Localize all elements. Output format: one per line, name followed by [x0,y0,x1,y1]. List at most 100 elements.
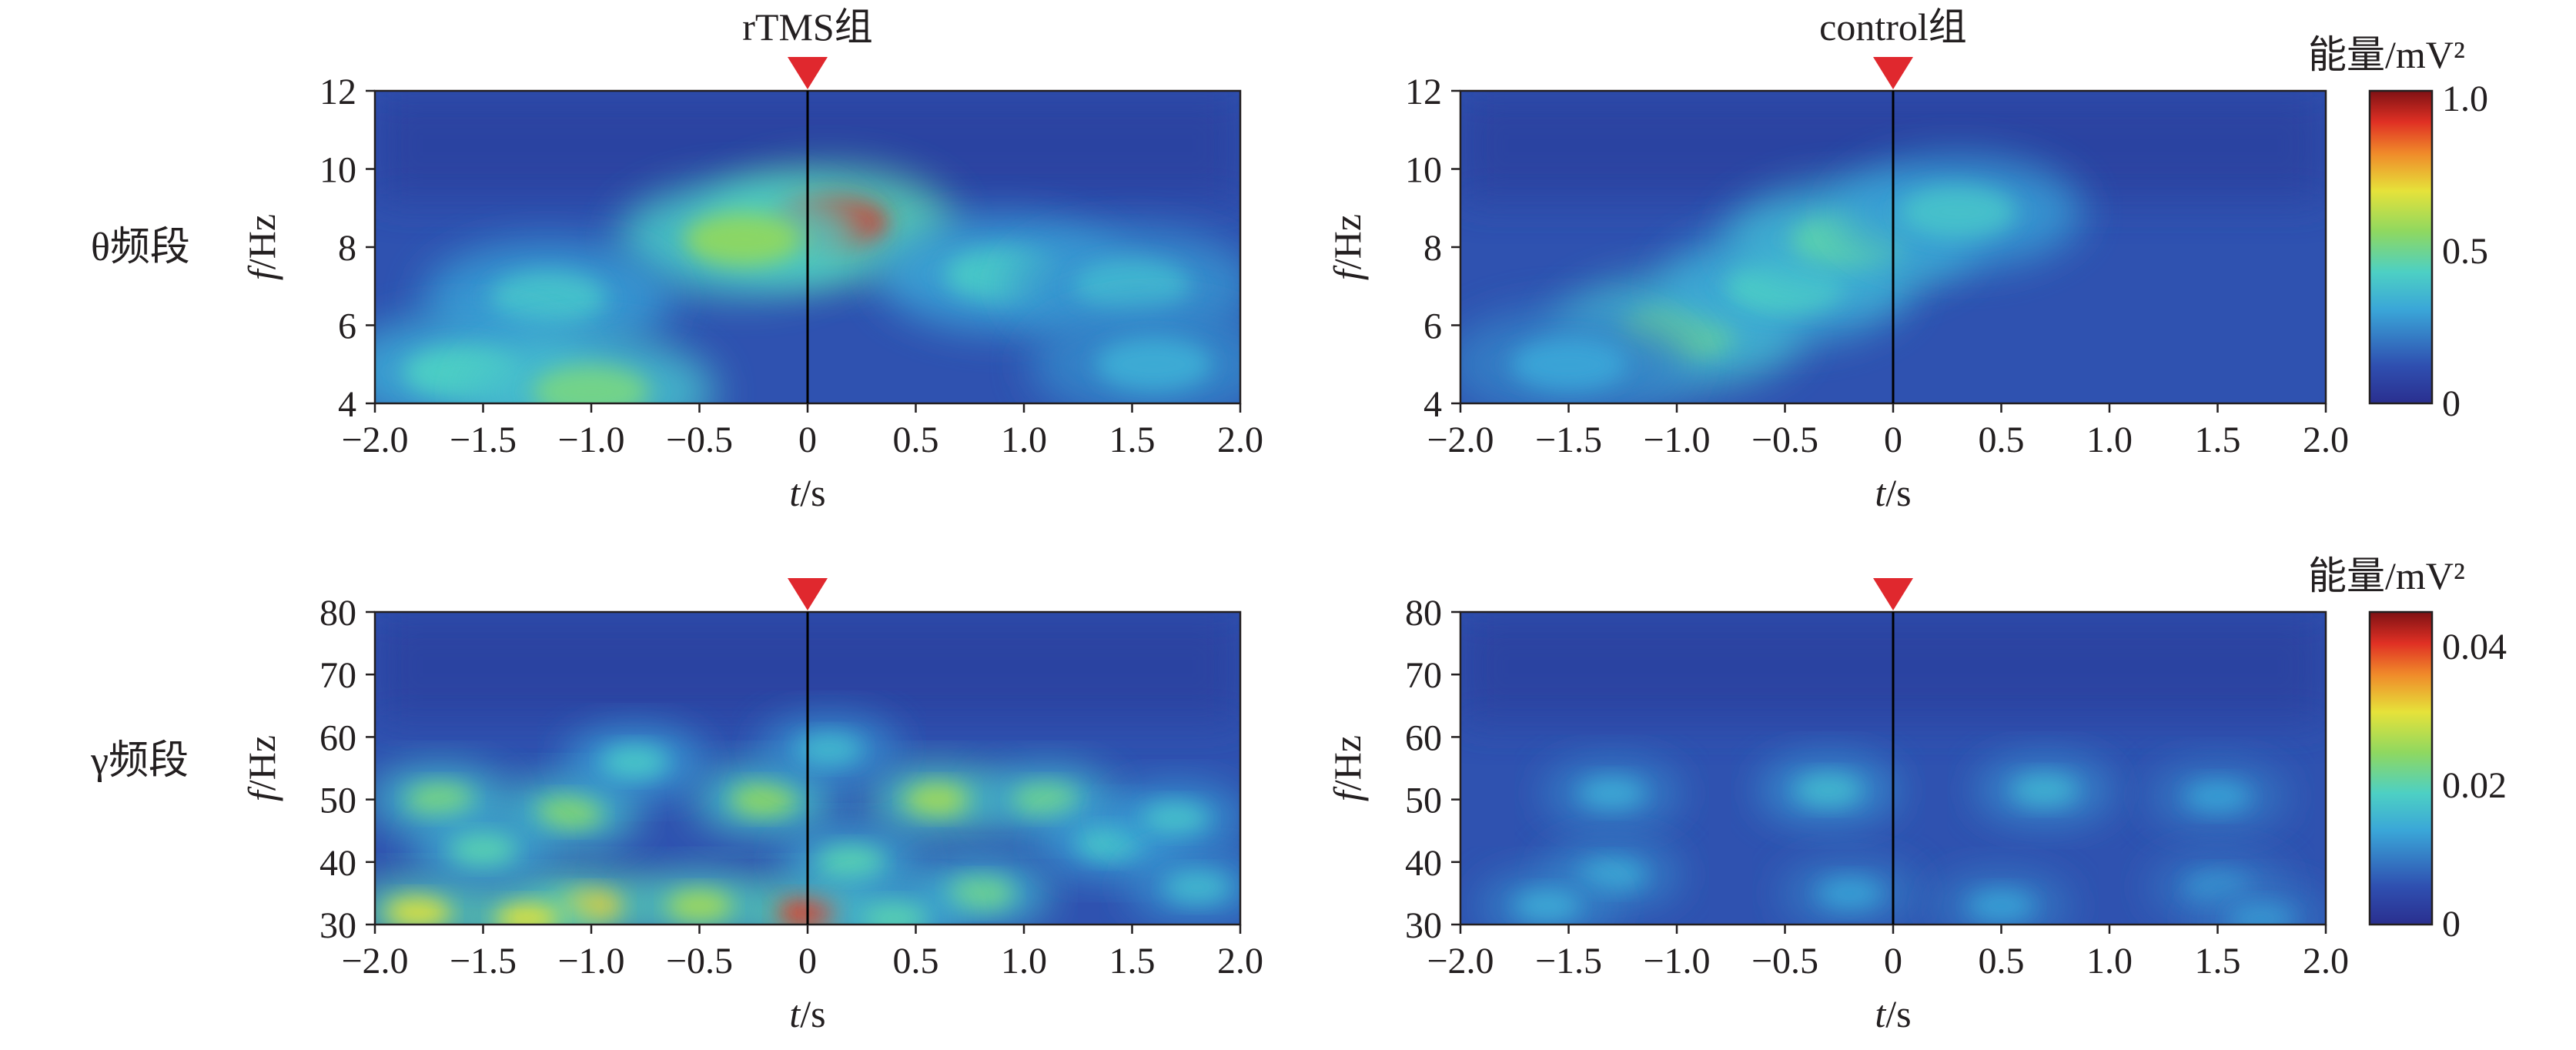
colorbar-tick-gamma-2: 0.04 [2442,627,2507,667]
colorbar-gamma: 能量/mV² 0 0.02 0.04 [2308,554,2507,945]
heatmap-rtms-gamma: −2.0 −1.5 −1.0 −0.5 0 0.5 1.0 1.5 2.0 30 40 50 60 70 8… [240,578,1263,1035]
x-tick-label: 0.5 [1979,420,2025,460]
heatmap-hotspot [1142,803,1208,834]
heatmap-hotspot [407,784,473,815]
heatmap-hotspot [905,784,970,815]
y-tick-label: 80 [1405,593,1442,634]
x-tick-label: −0.5 [666,420,733,460]
y-tick-label: 40 [319,843,356,884]
x-tick-label: 1.5 [2195,420,2241,460]
heatmap-hotspot [1969,890,2034,921]
x-tick-label: −1.0 [1643,420,1710,460]
y-tick-label: 40 [1405,843,1442,884]
heatmap-field [375,91,1240,403]
heatmap-hotspot [386,896,451,925]
x-tick-label: 1.0 [1001,420,1047,460]
x-tick-label: 2.0 [2303,420,2349,460]
heatmap-hotspot [818,846,884,878]
y-tick-label: 50 [319,781,356,821]
colorbar-tick-gamma-1: 0.02 [2442,765,2507,806]
row-label-gamma: γ频段 [90,739,189,783]
heatmap-hotspot [1899,186,2017,239]
y-tick-label: 10 [319,150,356,191]
colorbar-gradient-gamma [2368,610,2434,926]
y-tick-label: 50 [1405,781,1442,821]
panel-title-control: control组 [1819,5,1967,48]
colorbar-gradient-theta [2368,89,2434,405]
x-axis-label: t/s [1875,471,1911,514]
heatmap-hotspot [2228,902,2293,925]
heatmap-hotspot [1012,784,1079,815]
heatmap-hotspot [602,746,667,777]
x-tick-label: 2.0 [2303,941,2349,981]
heatmap-hotspot [1095,338,1213,391]
y-tick-label: 80 [319,593,356,634]
x-tick-label: −2.0 [341,941,408,981]
x-tick-label: 0.5 [1979,941,2025,981]
y-tick-label: 8 [1423,228,1442,269]
x-tick-label: 0 [798,941,817,981]
heatmap-hotspot [1514,890,1580,921]
heatmap-hotspot [489,271,607,325]
y-tick-label: 60 [1405,717,1442,758]
heatmap-hotspot [1073,259,1191,313]
x-axis-label: t/s [1875,992,1911,1035]
heatmap-field [375,612,1240,925]
heatmap-hotspot [1795,774,1861,806]
colorbar-label-theta: 能量/mV² [2308,33,2465,76]
x-tick-label: −0.5 [1751,420,1818,460]
heatmap-control-gamma: −2.0 −1.5 −1.0 −0.5 0 0.5 1.0 1.5 2.0 30 40 50 60 70 8… [1326,578,2349,1035]
y-axis-label: f/Hz [240,735,283,801]
y-tick-label: 4 [338,384,356,425]
heatmap-hotspot [796,734,862,765]
heatmap-hotspot [533,365,650,403]
heatmap-hotspot [1164,871,1229,903]
x-tick-label: 0 [1884,420,1902,460]
x-tick-label: 2.0 [1217,941,1263,981]
x-tick-label: 1.5 [1109,420,1156,460]
heatmap-hotspot [684,212,801,266]
x-tick-label: −1.5 [1535,420,1602,460]
heatmap-hotspot [2185,781,2250,812]
x-tick-label: 1.5 [2195,941,2241,981]
colorbar-theta: 能量/mV² 0 0.5 1.0 [2308,33,2488,424]
x-tick-label: −1.5 [1535,941,1602,981]
stimulus-marker [1873,578,1913,610]
stimulus-marker [1873,57,1913,89]
x-tick-label: 0.5 [893,941,939,981]
x-tick-label: 1.0 [1001,941,1047,981]
colorbar-tick-gamma-0: 0 [2442,904,2461,945]
x-tick-label: 0 [798,420,817,460]
x-tick-label: 0 [1884,941,1902,981]
x-tick-label: 1.5 [1109,941,1156,981]
heatmap-control-theta: −2.0 −1.5 −1.0 −0.5 0 0.5 1.0 1.5 2.0 4 6 8 10 12 t/s f… [1326,57,2349,514]
y-axis-label: f/Hz [240,214,283,280]
heatmap-hotspot [1817,878,1882,909]
x-axis-label: t/s [789,992,825,1035]
colorbar-tick-theta-0: 0 [2442,383,2461,424]
y-tick-label: 4 [1423,384,1442,425]
heatmap-hotspot [2012,774,2077,806]
x-tick-label: 0.5 [893,420,939,460]
y-tick-label: 12 [1405,72,1442,112]
y-tick-label: 30 [319,905,356,946]
heatmap-hotspot [1579,777,1644,809]
x-tick-label: 2.0 [1217,420,1263,460]
heatmap-hotspot [861,902,927,925]
y-axis-label: f/Hz [1326,735,1369,801]
x-tick-label: −1.5 [450,420,517,460]
heatmap-hotspot [667,890,732,921]
x-tick-label: −2.0 [341,420,408,460]
x-tick-label: 1.0 [2086,941,2133,981]
heatmap-hotspot [1579,859,1644,890]
heatmap-hotspot [493,902,559,925]
colorbar-tick-theta-2: 1.0 [2442,79,2488,119]
heatmap-field [1460,612,2326,925]
heatmap-rtms-theta: −2.0 −1.5 −1.0 −0.5 0 0.5 1.0 1.5 2.0 4 6 8 10 12 t/s f… [240,57,1263,514]
y-tick-label: 70 [1405,655,1442,696]
x-tick-label: −0.5 [1751,941,1818,981]
y-tick-label: 8 [338,228,356,269]
x-tick-label: −1.0 [557,941,624,981]
heatmap-hotspot [537,796,603,828]
